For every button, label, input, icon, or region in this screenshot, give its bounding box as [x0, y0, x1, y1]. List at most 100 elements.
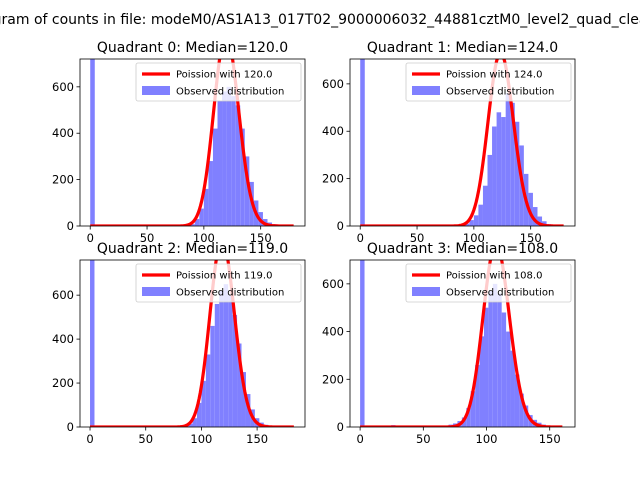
histogram-bar — [237, 343, 242, 427]
histogram-bar — [90, 59, 95, 226]
histogram-bar — [226, 86, 232, 226]
histogram-bar — [501, 117, 506, 226]
y-tick-label: 200 — [52, 376, 74, 390]
histogram-bar — [228, 295, 233, 427]
quadrant-3-plot-area — [359, 260, 563, 427]
legend-poisson-label: Poission with 124.0 — [446, 70, 542, 81]
histogram-bar — [214, 303, 220, 427]
y-tick-label: 0 — [67, 420, 74, 434]
poisson-curve — [359, 59, 565, 226]
legend-observed-swatch — [142, 86, 170, 95]
x-tick-label: 0 — [86, 432, 93, 446]
x-tick-label: 100 — [463, 231, 485, 245]
histogram-bar — [519, 393, 524, 427]
quadrant-3-axes-frame — [349, 259, 576, 428]
quadrant-0-axes-frame — [79, 58, 306, 227]
y-tick-label: 200 — [52, 173, 74, 187]
y-tick-label: 400 — [322, 325, 344, 339]
histogram-bar — [194, 219, 200, 226]
x-tick-label: 150 — [539, 432, 561, 446]
histogram-bar — [505, 93, 511, 226]
poisson-curve — [89, 59, 295, 226]
histogram-bar — [475, 364, 480, 427]
histogram-bar — [240, 128, 245, 226]
quadrant-0-panel: 0 50 100 150 0 200 400 600 Quadrant 0: Median=12… — [52, 40, 306, 245]
poisson-curve — [359, 260, 563, 427]
histogram-bar — [223, 284, 229, 427]
histogram-bar — [506, 331, 511, 427]
quadrant-0-plot-area — [89, 59, 295, 226]
histogram-bar — [479, 336, 484, 427]
histogram-bar — [473, 215, 479, 226]
histogram-bar — [537, 216, 543, 226]
histogram-bar — [492, 283, 498, 427]
legend-poisson-label: Poission with 120.0 — [176, 70, 272, 81]
legend-observed-swatch — [412, 86, 440, 95]
legend-observed-swatch — [412, 287, 440, 296]
histogram-bar — [478, 204, 483, 226]
histogram-bar — [196, 402, 202, 427]
legend-box — [405, 263, 572, 303]
histogram-bar — [232, 314, 238, 427]
x-tick-label: 150 — [246, 432, 268, 446]
legend-observed-label: Observed distribution — [446, 288, 554, 299]
histogram-bar — [528, 192, 533, 226]
quadrant-0-title: Quadrant 0: Median=120.0 — [97, 40, 288, 56]
histogram-bar — [501, 312, 507, 427]
x-tick-label: 50 — [140, 231, 155, 245]
legend-box — [405, 62, 572, 102]
histogram-bar — [217, 100, 223, 226]
x-tick-label: 150 — [520, 231, 542, 245]
quadrant-1-title: Quadrant 1: Median=124.0 — [367, 40, 558, 56]
histogram-bar — [190, 224, 195, 226]
y-tick-label: 0 — [337, 420, 344, 434]
histogram-bar — [208, 161, 213, 226]
histogram-bar — [510, 102, 515, 226]
histogram-bar — [497, 293, 502, 427]
legend-observed-label: Observed distribution — [176, 288, 284, 299]
legend-box — [135, 62, 302, 102]
quadrant-2-panel: 0 50 100 150 0 200 400 600 Quadrant 2: Median=11… — [52, 241, 306, 446]
x-tick-label: 50 — [416, 432, 431, 446]
histogram-bar — [488, 291, 493, 427]
histogram-bar — [469, 220, 474, 226]
figure-suptitle: Histogram of counts in file: modeM0/AS1A… — [0, 12, 640, 28]
x-tick-label: 50 — [138, 432, 153, 446]
x-tick-label: 0 — [87, 231, 94, 245]
histogram-bar — [241, 372, 246, 427]
histogram-bar — [470, 391, 476, 427]
quadrant-1-panel: 0 50 100 150 0 200 400 600 Quadrant 1: Median=12… — [322, 40, 576, 245]
histogram-bar — [532, 207, 538, 226]
histogram-bar — [201, 380, 206, 427]
histogram-bar — [360, 59, 365, 226]
histogram-bar — [482, 185, 488, 226]
histogram-bar — [212, 128, 218, 226]
histogram-bar — [210, 325, 215, 427]
x-tick-label: 100 — [193, 231, 215, 245]
legend-box — [135, 263, 302, 303]
quadrant-1-plot-area — [359, 59, 565, 226]
quadrant-2-legend: Poission with 119.0 Observed distribution — [135, 263, 302, 303]
histogram-bar — [487, 154, 493, 226]
quadrant-1-axes-frame — [349, 58, 576, 227]
x-tick-label: 0 — [357, 231, 364, 245]
quadrant-panels: 0 50 100 150 0 200 400 600 Quadrant 0: Median=12… — [52, 40, 576, 446]
x-tick-label: 150 — [250, 231, 272, 245]
quadrant-3-legend: Poission with 108.0 Observed distribution — [405, 263, 572, 303]
y-tick-label: 400 — [322, 124, 344, 138]
histogram-bar — [360, 260, 365, 427]
quadrant-2-plot-area — [89, 260, 295, 427]
quadrant-1-legend: Poission with 124.0 Observed distribution — [405, 62, 572, 102]
y-tick-label: 600 — [52, 288, 74, 302]
x-tick-label: 50 — [410, 231, 425, 245]
histogram-bar — [514, 374, 520, 427]
y-tick-label: 600 — [322, 77, 344, 91]
histogram-bar — [222, 91, 227, 226]
legend-observed-swatch — [142, 287, 170, 296]
histogram-bar — [235, 105, 241, 226]
quadrant-3-title: Quadrant 3: Median=108.0 — [367, 241, 558, 257]
histogram-bar — [492, 126, 497, 226]
quadrant-3-panel: 0 50 100 150 0 200 400 600 Quadrant 3: Median=10… — [322, 241, 576, 446]
quadrant-2-title: Quadrant 2: Median=119.0 — [97, 241, 288, 257]
